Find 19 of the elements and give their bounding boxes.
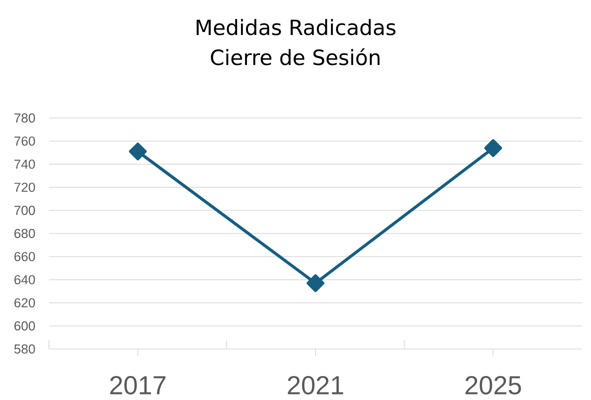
x-tick-label: 2021 [288,376,344,394]
y-tick-label: 740 [14,160,35,169]
chart-title: Medidas Radicadas [196,19,396,36]
y-tick-label: 660 [14,252,35,262]
y-tick-label: 620 [14,298,35,308]
y-tick-label: 760 [14,136,35,146]
y-tick-label: 640 [14,275,35,284]
point [306,274,324,292]
y-tick-label: 700 [14,206,35,215]
y-tick-label: 780 [14,113,35,123]
y-tick-label: 600 [14,321,35,330]
y-tick-label: 680 [14,228,35,238]
y-tick-label: 720 [14,182,35,192]
x-tick-label: 2017 [110,376,166,394]
y-tick-label: 580 [14,344,35,354]
point [128,142,147,160]
chart-subtitle: Cierre de Sesión [210,48,380,66]
x-tick-label: 2025 [466,376,521,394]
point [484,139,502,157]
